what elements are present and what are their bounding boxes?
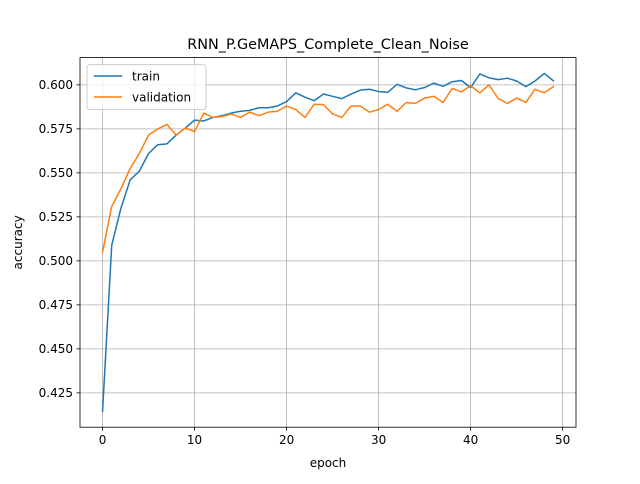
legend-label-validation: validation [132,91,191,105]
y-tick-label: 0.575 [39,122,73,136]
y-tick-label: 0.475 [39,298,73,312]
y-axis-label: accuracy [11,215,25,269]
legend: train validation [86,64,207,111]
y-tick-label: 0.500 [39,254,73,268]
chart-title: RNN_P.GeMAPS_Complete_Clean_Noise [187,37,469,53]
x-tick-label: 0 [99,433,107,447]
x-tick-label: 10 [187,433,202,447]
series-lines [101,72,555,413]
x-axis-ticks: 0 10 20 30 40 50 [99,427,570,447]
series-line-validation [101,84,555,253]
y-tick-label: 0.425 [39,386,73,400]
grid-lines [80,57,576,428]
y-tick-label: 0.550 [39,166,73,180]
x-tick-label: 40 [463,433,478,447]
y-axis-ticks: 0.425 0.450 0.475 0.500 0.525 0.550 0.575 0.600 [39,78,80,400]
y-tick-label: 0.525 [39,210,73,224]
x-tick-label: 50 [555,433,570,447]
legend-label-train: train [132,70,160,84]
y-tick-label: 0.600 [39,78,73,92]
x-tick-label: 20 [279,433,294,447]
x-tick-label: 30 [371,433,386,447]
x-axis-label: epoch [310,456,347,470]
plot-area-frame [79,57,577,428]
y-tick-label: 0.450 [39,342,73,356]
